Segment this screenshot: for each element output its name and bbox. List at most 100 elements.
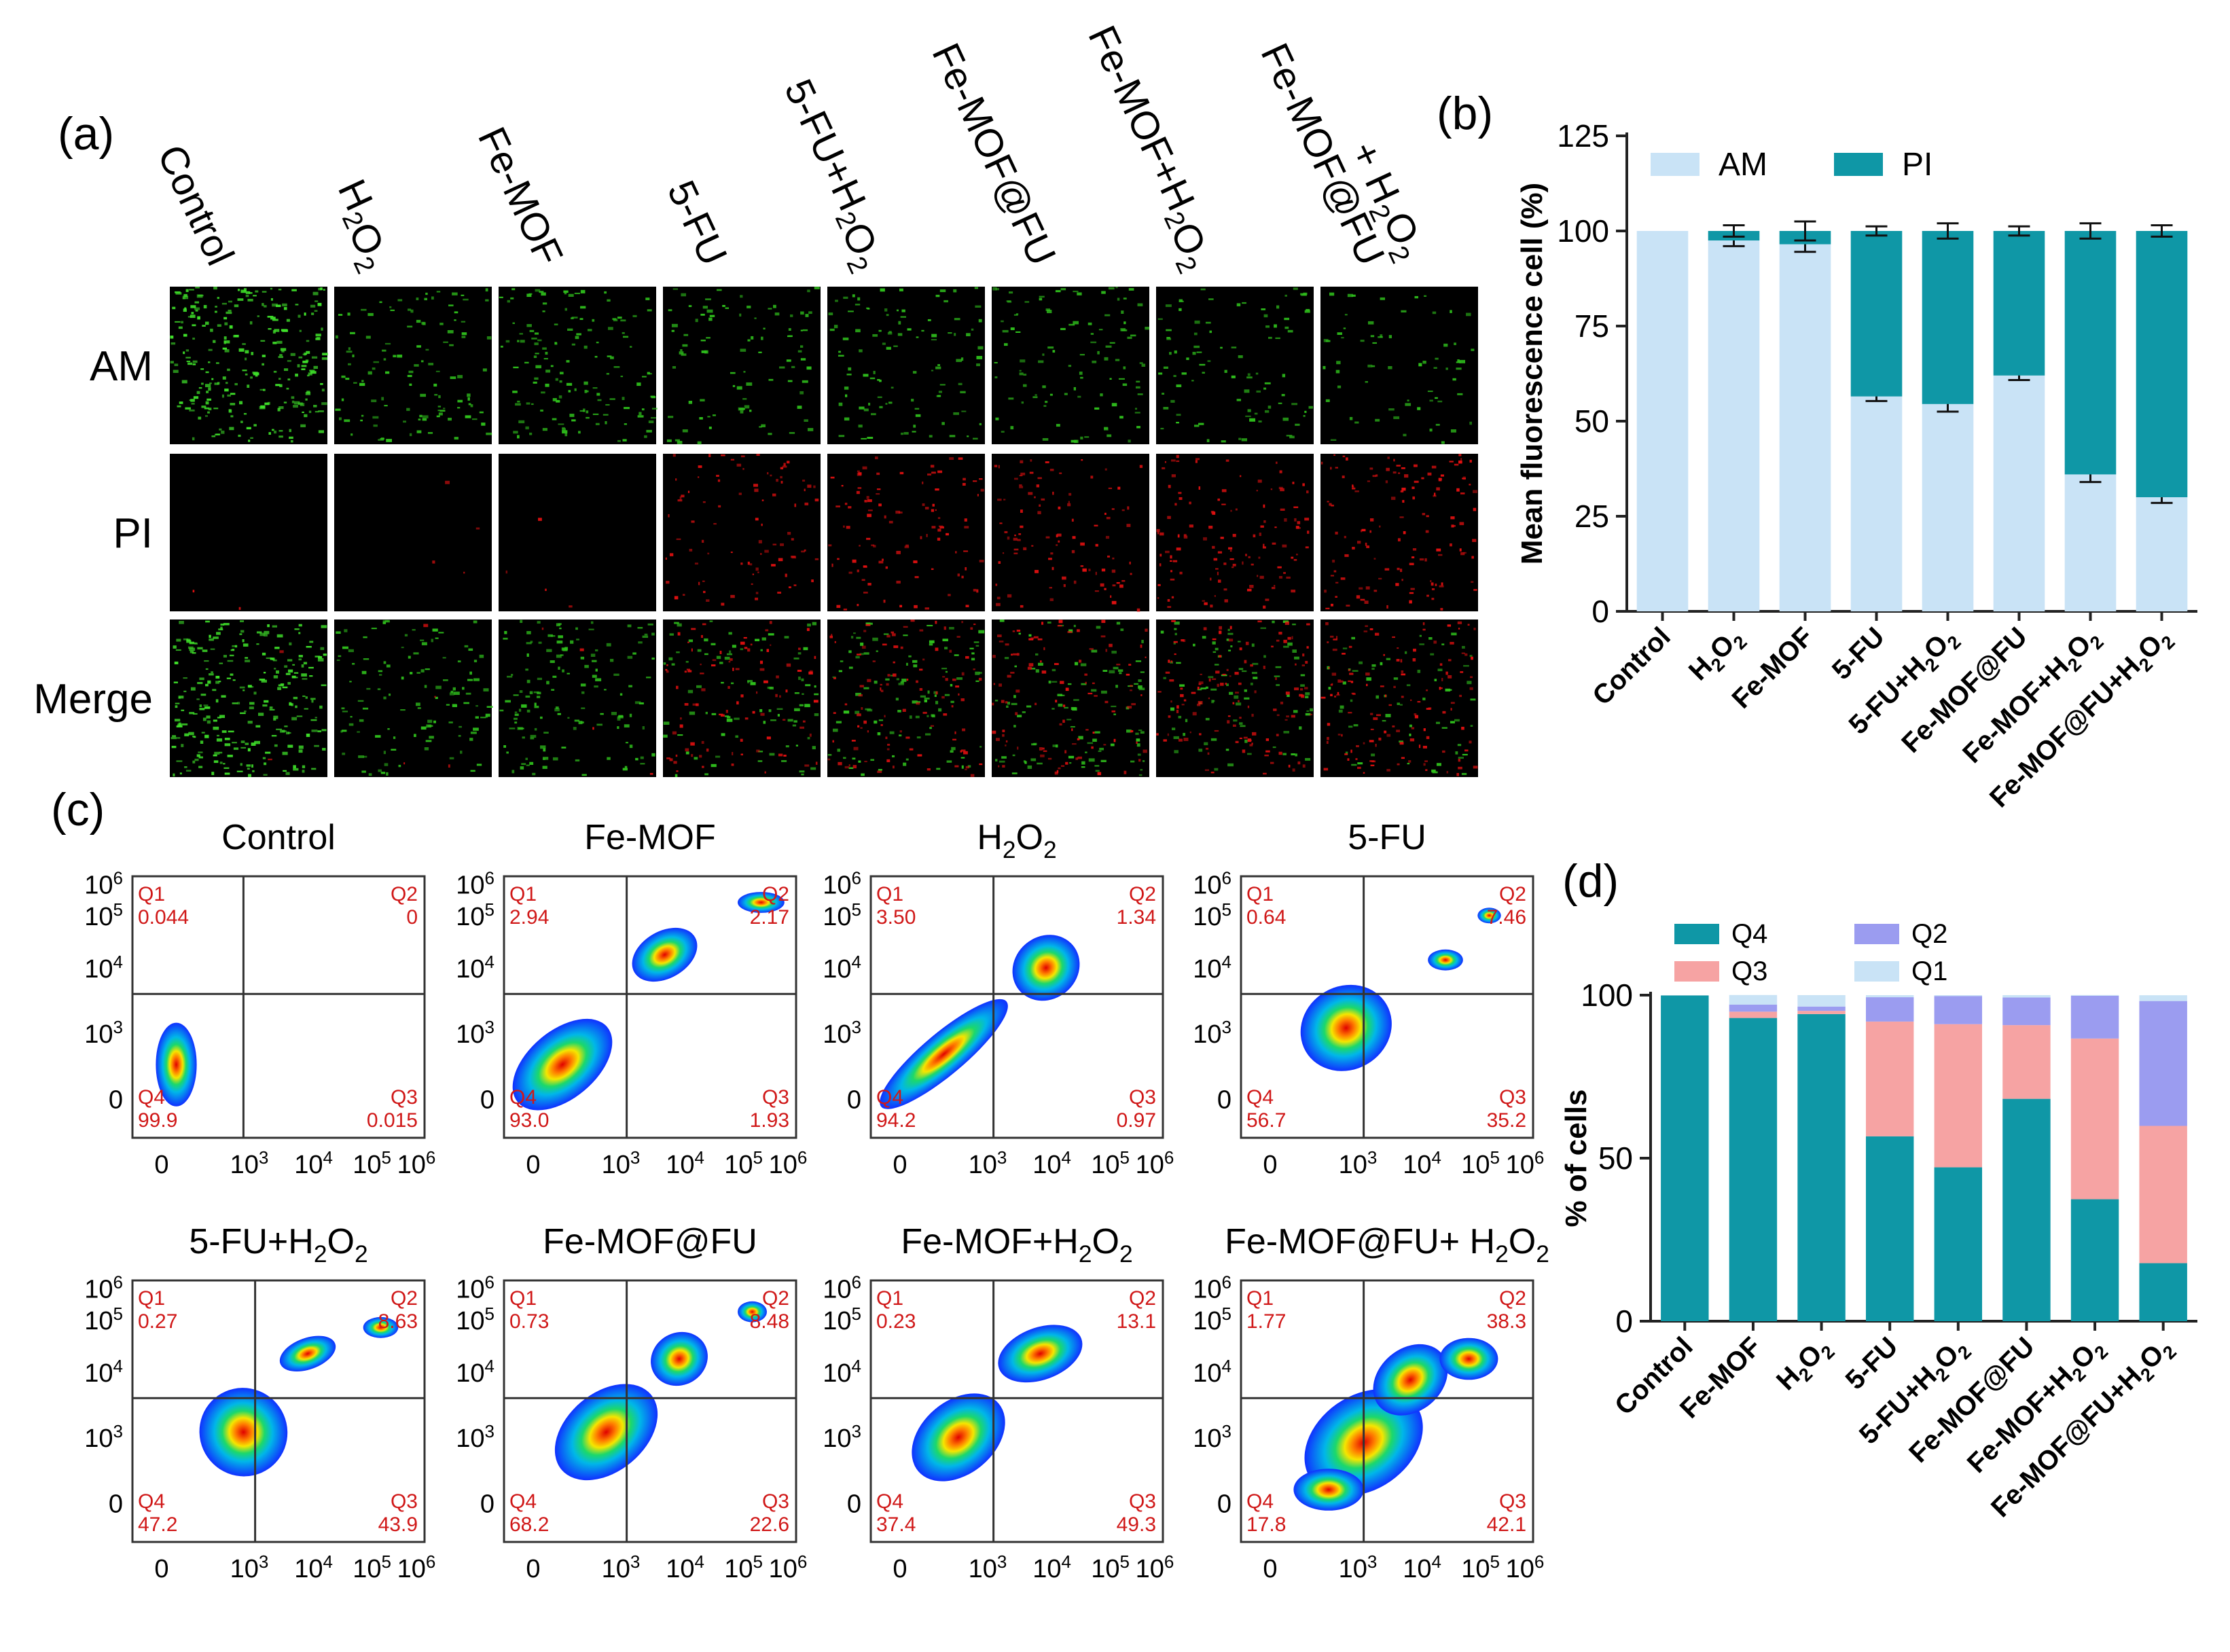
micrograph-cells: [170, 287, 328, 443]
legend-label: Q1: [1911, 956, 1947, 986]
y-tick-label: 104: [823, 1356, 861, 1388]
y-tick-label: 104: [456, 1356, 494, 1388]
x-tick-label: 103: [230, 1147, 269, 1179]
density-blob: [1477, 908, 1501, 924]
q2-value: 8.48: [750, 1310, 789, 1333]
density-blob: [880, 999, 1008, 1109]
q4-value: 47.2: [138, 1513, 177, 1536]
micrograph-cells: [992, 287, 1150, 444]
panel-b-label: (b): [1437, 88, 1493, 139]
error-bar: [1723, 224, 1745, 238]
density-blob: [199, 1388, 288, 1477]
y-tick-label: 0: [480, 1490, 494, 1518]
bar-segment-AM: [1708, 240, 1760, 611]
legend: Q4 Q3 Q2 Q1: [1674, 919, 1947, 986]
micrograph-tile: [499, 454, 656, 611]
micrograph-cells: [665, 454, 819, 606]
micrograph-cells: [499, 288, 658, 442]
q2-label: Q2: [391, 883, 418, 905]
x-tick-label: 106: [1506, 1147, 1545, 1179]
q3-label: Q3: [391, 1086, 418, 1109]
bar-segment-Q1: [1729, 994, 1778, 1005]
y-tick-label: 125: [1557, 118, 1609, 154]
bar-segment-Q2: [1797, 1006, 1846, 1011]
bar-segment-AM: [1993, 375, 2045, 611]
q1-value: 2.94: [509, 906, 549, 929]
y-tick-label: 103: [84, 1017, 123, 1049]
x-tick-label: H2O2: [1771, 1331, 1839, 1399]
q4-label: Q4: [876, 1086, 903, 1109]
bar-segment-PI: [1850, 231, 1903, 397]
micrograph-cells: [1157, 287, 1313, 443]
bar-segment-Q2: [2002, 997, 2051, 1026]
y-tick-label: 75: [1575, 308, 1609, 344]
micrograph-tile: [663, 287, 821, 444]
micrograph-cells: [1156, 454, 1310, 609]
y-tick-label: 0: [847, 1490, 861, 1518]
y-tick-label: 106: [1193, 868, 1231, 900]
y-tick-label: 105: [456, 899, 494, 931]
y-tick-label: 103: [823, 1017, 861, 1049]
q1-value: 0.27: [138, 1310, 177, 1333]
bar-segment-Q1: [2139, 995, 2187, 1001]
bar-segment-Q4: [1797, 1013, 1846, 1321]
q2-value: 38.3: [1487, 1310, 1526, 1333]
x-tick-label: 0: [893, 1555, 907, 1583]
q3-value: 1.93: [750, 1109, 789, 1132]
legend-label: AM: [1719, 147, 1767, 183]
bar-segment-Q3: [1865, 1021, 1914, 1136]
x-tick-label: 106: [397, 1147, 436, 1179]
micrograph-tile: [992, 620, 1149, 777]
micrograph-tile: [827, 454, 985, 611]
x-tick-label: 106: [1136, 1551, 1174, 1583]
bar-segment-Q1: [2070, 994, 2119, 996]
legend-swatch: [1651, 153, 1700, 176]
y-tick-label: 105: [456, 1304, 494, 1335]
bar-segment-Q4: [1661, 995, 1709, 1321]
q2-label: Q2: [1129, 883, 1156, 905]
y-tick-label: 106: [456, 1272, 494, 1304]
micrograph-cells: [170, 620, 327, 777]
bar-segment-Q4: [2139, 1263, 2187, 1321]
density-blob: [279, 1335, 336, 1372]
x-tick-label: 0: [526, 1555, 540, 1583]
density-blob: [738, 1301, 767, 1323]
bar-segment-AM: [1779, 244, 1831, 612]
x-tick-label: 0: [1263, 1151, 1277, 1179]
q1-label: Q1: [138, 1287, 165, 1310]
column-label: 5-FU: [659, 174, 736, 272]
q2-label: Q2: [1499, 883, 1526, 905]
x-tick-label: 105: [1461, 1147, 1500, 1179]
bar-segment-Q4: [2070, 1199, 2119, 1321]
y-tick-label: 106: [84, 1272, 123, 1304]
x-tick-label: 103: [1339, 1147, 1378, 1179]
y-tick-label: 106: [823, 868, 861, 900]
y-tick-label: 105: [1193, 1304, 1231, 1335]
density-blob: [554, 1384, 658, 1481]
micrograph-cells: [505, 518, 573, 608]
micrograph-cells: [827, 620, 985, 777]
q4-value: 99.9: [138, 1109, 177, 1132]
legend-label: Q2: [1911, 919, 1947, 949]
bar-segment-Q1: [1934, 995, 1983, 996]
micrograph-tile: [170, 287, 327, 444]
bar-segment-AM: [2064, 474, 2117, 611]
x-tick-label: Control: [1587, 622, 1676, 711]
error-bar: [2079, 222, 2102, 240]
x-tick-label: 104: [666, 1147, 704, 1179]
x-tick-label: 103: [969, 1147, 1007, 1179]
y-tick-label: 104: [456, 952, 494, 984]
bar-segment-AM: [1850, 396, 1903, 611]
q4-value: 17.8: [1246, 1513, 1286, 1536]
y-tick-label: 106: [1193, 1272, 1231, 1304]
x-tick-label: 105: [353, 1147, 391, 1179]
legend-label: Q4: [1731, 919, 1767, 949]
q3-value: 43.9: [378, 1513, 418, 1536]
q4-value: 56.7: [1246, 1109, 1286, 1132]
q1-label: Q1: [1246, 1287, 1274, 1310]
y-tick-label: 50: [1598, 1141, 1633, 1176]
micrograph-tile: [499, 287, 656, 444]
